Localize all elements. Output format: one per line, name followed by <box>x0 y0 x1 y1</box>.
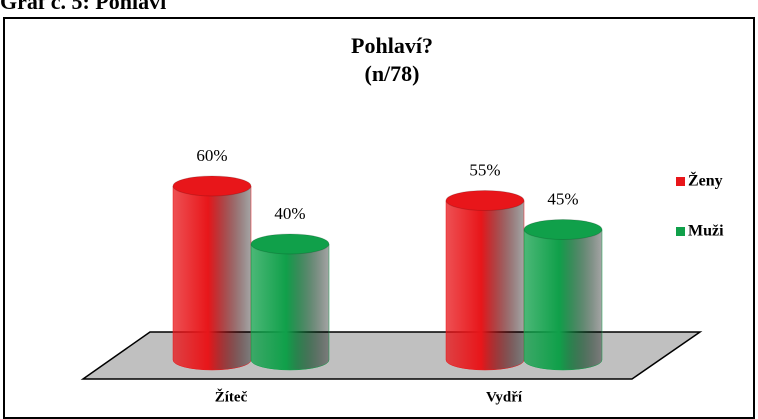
bar <box>523 229 603 371</box>
bar-top <box>250 233 330 255</box>
chart-subtitle: (n/78) <box>365 61 420 86</box>
data-label: 40% <box>274 204 305 223</box>
legend-label: Ženy <box>688 171 723 190</box>
bar <box>172 185 252 371</box>
caption: Graf č. 5: Pohlaví <box>0 0 167 14</box>
bar <box>250 243 330 371</box>
legend-swatch <box>676 227 685 236</box>
bar-top <box>445 190 525 211</box>
x-tick-label: Žíteč <box>215 388 248 405</box>
bar-top <box>172 175 252 197</box>
legend-swatch <box>676 177 685 186</box>
bar-top <box>523 219 603 240</box>
data-label: 60% <box>196 146 227 165</box>
data-label: 45% <box>547 189 578 208</box>
legend-label: Muži <box>688 223 724 240</box>
bar <box>445 200 525 371</box>
chart-title: Pohlaví? <box>351 33 433 58</box>
data-label: 55% <box>469 160 500 179</box>
x-tick-label: Vydří <box>486 389 523 405</box>
